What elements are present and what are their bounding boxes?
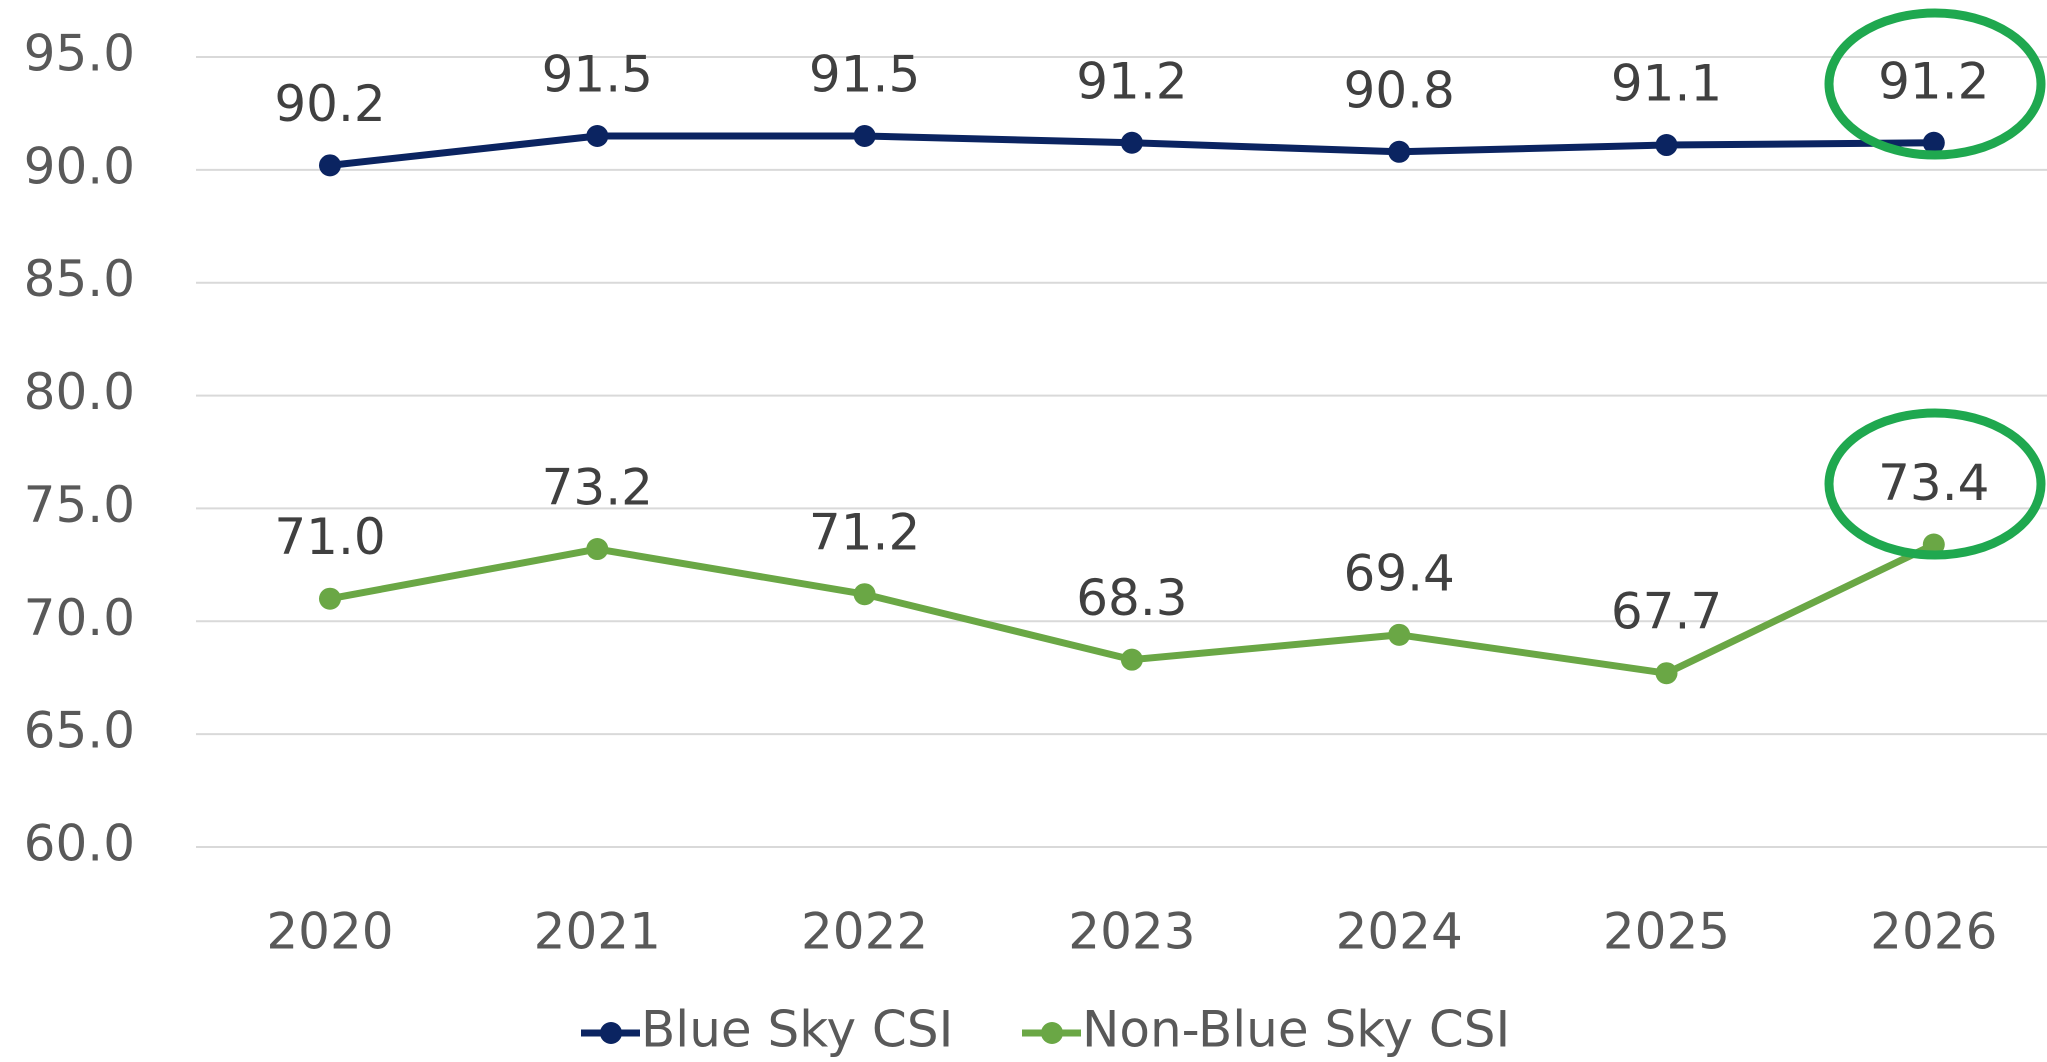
annotations bbox=[1824, 8, 2046, 560]
x-tick-label: 2024 bbox=[1336, 903, 1463, 961]
highlight-ellipse bbox=[1824, 408, 2046, 560]
y-tick-label: 75.0 bbox=[24, 476, 135, 534]
legend-label: Blue Sky CSI bbox=[641, 1001, 953, 1059]
y-tick-label: 65.0 bbox=[24, 702, 135, 760]
data-label: 91.5 bbox=[809, 46, 920, 104]
data-label: 71.2 bbox=[809, 504, 920, 562]
marker bbox=[1922, 533, 1945, 556]
data-label: 69.4 bbox=[1344, 544, 1455, 602]
x-tick-label: 2021 bbox=[534, 903, 661, 961]
y-tick-label: 85.0 bbox=[24, 250, 135, 308]
marker bbox=[586, 125, 609, 147]
marker bbox=[853, 583, 876, 606]
data-label: 91.2 bbox=[1878, 52, 1989, 110]
y-tick-label: 70.0 bbox=[24, 589, 135, 647]
data-label: 91.1 bbox=[1611, 55, 1722, 113]
x-tick-label: 2025 bbox=[1603, 903, 1730, 961]
data-label: 67.7 bbox=[1611, 583, 1722, 641]
data-label: 91.2 bbox=[1076, 52, 1187, 110]
marker bbox=[319, 587, 341, 610]
legend-label: Non-Blue Sky CSI bbox=[1082, 1001, 1510, 1059]
marker bbox=[1388, 623, 1411, 646]
marker bbox=[586, 538, 609, 561]
marker bbox=[1120, 131, 1143, 154]
marker bbox=[1388, 140, 1411, 163]
highlight-ellipse bbox=[1824, 8, 2046, 160]
data-label: 91.5 bbox=[542, 46, 653, 104]
marker bbox=[1120, 648, 1143, 671]
marker bbox=[1922, 131, 1945, 154]
data-label: 73.4 bbox=[1878, 454, 1989, 512]
series bbox=[319, 533, 1945, 685]
x-tick-label: 2020 bbox=[266, 903, 393, 961]
x-tick-label: 2023 bbox=[1068, 903, 1195, 961]
legend-marker bbox=[1041, 1022, 1063, 1044]
data-label: 73.2 bbox=[542, 459, 653, 517]
marker bbox=[1655, 662, 1678, 685]
y-tick-label: 60.0 bbox=[24, 815, 135, 873]
data-label: 68.3 bbox=[1076, 569, 1187, 627]
series bbox=[319, 125, 1945, 177]
data-label: 71.0 bbox=[274, 508, 385, 566]
y-tick-label: 90.0 bbox=[24, 137, 135, 195]
x-tick-label: 2022 bbox=[801, 903, 928, 961]
legend-marker bbox=[600, 1022, 622, 1044]
marker bbox=[1655, 134, 1678, 157]
y-tick-label: 95.0 bbox=[24, 25, 135, 83]
data-label: 90.2 bbox=[274, 75, 385, 133]
marker bbox=[853, 125, 876, 147]
x-tick-label: 2026 bbox=[1870, 903, 1997, 961]
marker bbox=[319, 154, 341, 177]
y-tick-label: 80.0 bbox=[24, 363, 135, 421]
data-label: 90.8 bbox=[1344, 61, 1455, 119]
